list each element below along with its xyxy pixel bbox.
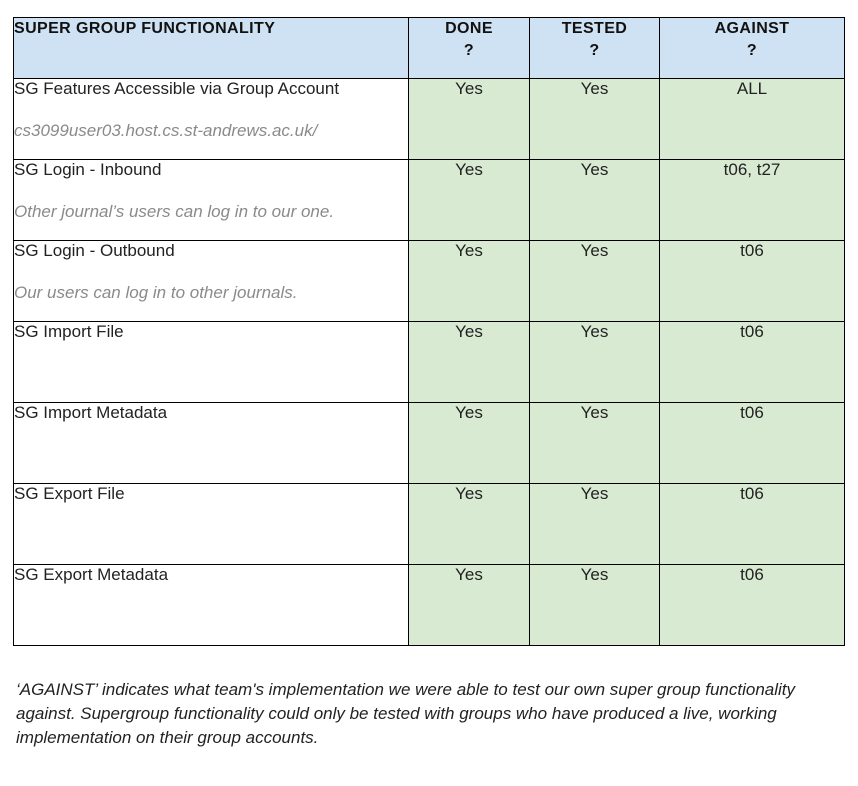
header-against: AGAINST ?	[659, 17, 845, 79]
against-cell: t06	[659, 564, 845, 646]
header-functionality-label: SUPER GROUP FUNCTIONALITY	[14, 20, 276, 37]
table-row: SG Import Metadata Yes Yes t06	[13, 402, 845, 484]
functionality-title: SG Login - Inbound	[14, 160, 162, 179]
against-cell: t06, t27	[659, 159, 845, 241]
against-cell: t06	[659, 483, 845, 565]
header-tested: TESTED ?	[529, 17, 660, 79]
done-cell: Yes	[408, 321, 530, 403]
tested-cell: Yes	[529, 78, 660, 160]
done-cell: Yes	[408, 402, 530, 484]
against-cell: t06	[659, 402, 845, 484]
tested-cell: Yes	[529, 321, 660, 403]
functionality-title: SG Export File	[14, 484, 125, 503]
tested-cell: Yes	[529, 240, 660, 322]
functionality-title: SG Login - Outbound	[14, 241, 175, 260]
functionality-cell: SG Import File	[13, 321, 409, 403]
functionality-table: SUPER GROUP FUNCTIONALITY DONE ? TESTED …	[13, 17, 845, 646]
tested-cell: Yes	[529, 159, 660, 241]
functionality-title: SG Export Metadata	[14, 565, 169, 584]
functionality-note: Other journal’s users can log in to our …	[14, 202, 335, 221]
header-against-question: ?	[746, 42, 758, 59]
table-header-row: SUPER GROUP FUNCTIONALITY DONE ? TESTED …	[13, 17, 845, 79]
functionality-note: cs3099user03.host.cs.st-andrews.ac.uk/	[14, 121, 318, 140]
functionality-cell: SG Import Metadata	[13, 402, 409, 484]
table-row: SG Login - Outbound Our users can log in…	[13, 240, 845, 322]
against-cell: ALL	[659, 78, 845, 160]
header-done-label: DONE	[445, 20, 493, 37]
done-cell: Yes	[408, 240, 530, 322]
tested-cell: Yes	[529, 483, 660, 565]
table-row: SG Login - Inbound Other journal’s users…	[13, 159, 845, 241]
header-done: DONE ?	[408, 17, 530, 79]
header-tested-question: ?	[589, 42, 600, 59]
done-cell: Yes	[408, 78, 530, 160]
table-row: SG Export File Yes Yes t06	[13, 483, 845, 565]
header-against-label: AGAINST	[714, 20, 790, 37]
header-functionality: SUPER GROUP FUNCTIONALITY	[13, 17, 409, 79]
functionality-cell: SG Features Accessible via Group Account…	[13, 78, 409, 160]
done-cell: Yes	[408, 159, 530, 241]
against-cell: t06	[659, 321, 845, 403]
footnote: ‘AGAINST’ indicates what team's implemen…	[16, 680, 796, 747]
functionality-title: SG Features Accessible via Group Account	[14, 79, 340, 98]
tested-cell: Yes	[529, 402, 660, 484]
tested-cell: Yes	[529, 564, 660, 646]
header-tested-label: TESTED	[561, 20, 628, 37]
table-row: SG Import File Yes Yes t06	[13, 321, 845, 403]
functionality-cell: SG Export File	[13, 483, 409, 565]
functionality-title: SG Import Metadata	[14, 403, 168, 422]
functionality-cell: SG Login - Outbound Our users can log in…	[13, 240, 409, 322]
header-done-question: ?	[463, 42, 475, 59]
functionality-cell: SG Export Metadata	[13, 564, 409, 646]
done-cell: Yes	[408, 483, 530, 565]
table-row: SG Export Metadata Yes Yes t06	[13, 564, 845, 646]
table-row: SG Features Accessible via Group Account…	[13, 78, 845, 160]
functionality-cell: SG Login - Inbound Other journal’s users…	[13, 159, 409, 241]
functionality-title: SG Import File	[14, 322, 124, 341]
done-cell: Yes	[408, 564, 530, 646]
functionality-note: Our users can log in to other journals.	[14, 283, 298, 302]
against-cell: t06	[659, 240, 845, 322]
